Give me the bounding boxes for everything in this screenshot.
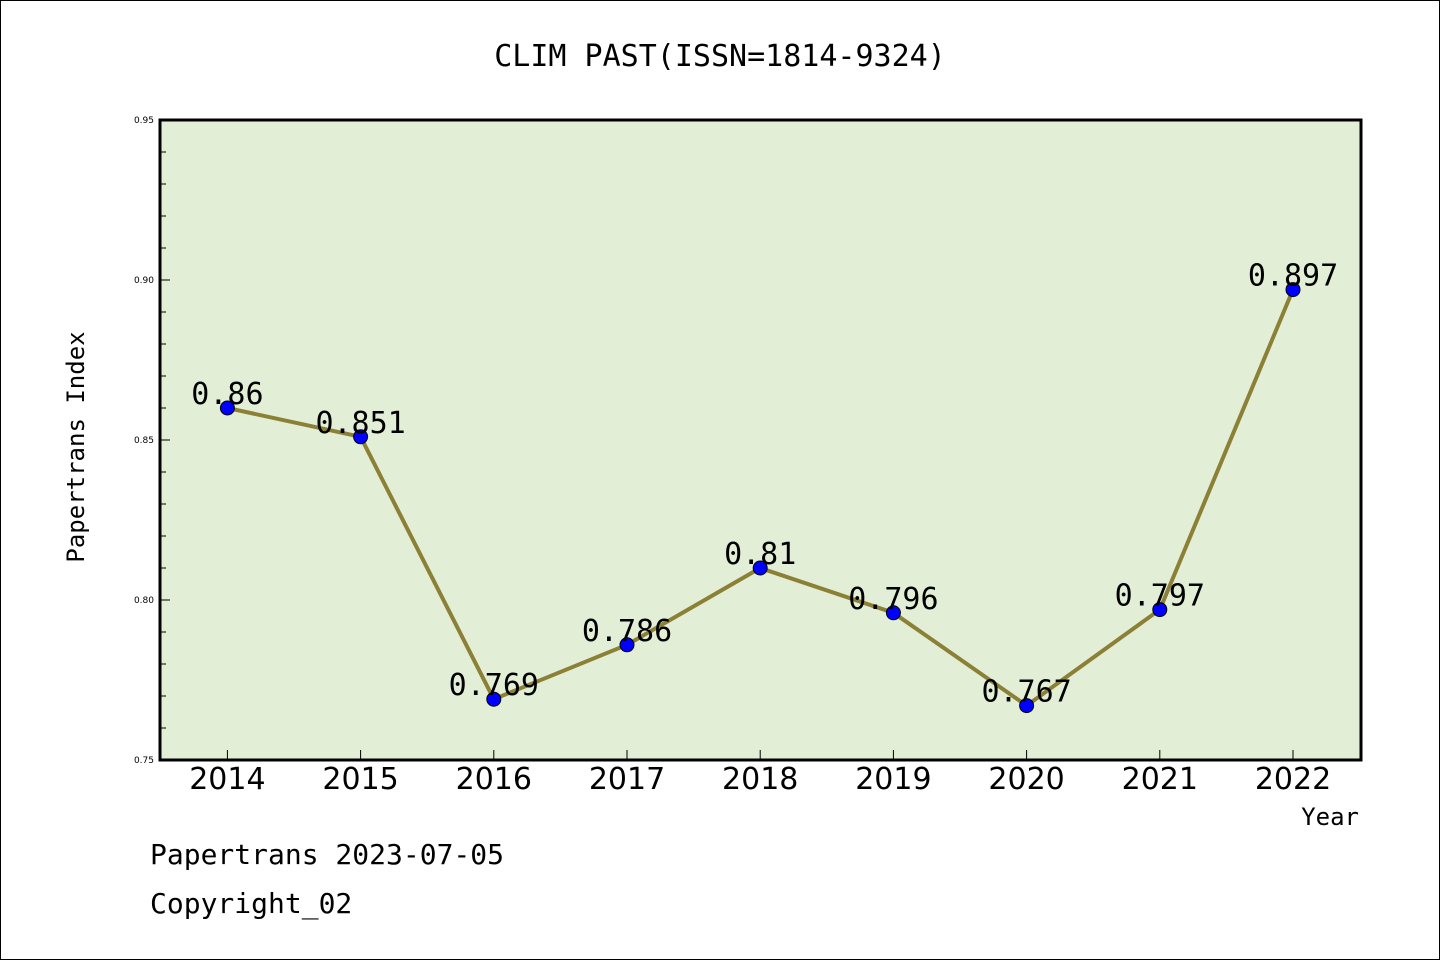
data-label: 0.897 xyxy=(1248,259,1338,294)
data-point xyxy=(885,605,901,621)
x-tick-label: 2022 xyxy=(1255,762,1331,797)
data-point xyxy=(219,400,235,416)
data-point xyxy=(353,429,369,445)
data-label: 0.81 xyxy=(724,537,796,572)
data-point xyxy=(752,560,768,576)
y-tick-label: 0.80 xyxy=(134,596,154,606)
data-point xyxy=(1152,602,1168,618)
y-tick-label: 0.90 xyxy=(134,276,154,286)
x-tick-label: 2021 xyxy=(1122,762,1198,797)
data-label: 0.767 xyxy=(981,675,1071,710)
x-tick-label: 2017 xyxy=(589,762,665,797)
data-label: 0.797 xyxy=(1115,579,1205,614)
footer-copyright: Copyright_02 xyxy=(150,887,352,921)
x-tick-label: 2014 xyxy=(189,762,265,797)
y-axis-label: Papertrans Index xyxy=(62,331,90,562)
x-tick-label: 2016 xyxy=(456,762,532,797)
data-point xyxy=(1019,698,1035,714)
footer-date: Papertrans 2023-07-05 xyxy=(150,838,504,871)
x-tick-label: 2018 xyxy=(722,762,798,797)
data-label: 0.851 xyxy=(315,406,405,441)
data-point xyxy=(1285,282,1301,298)
data-label: 0.796 xyxy=(848,582,938,617)
y-tick-label: 0.75 xyxy=(134,756,154,766)
data-label: 0.86 xyxy=(191,377,263,412)
data-point xyxy=(486,691,502,707)
x-tick-label: 2019 xyxy=(855,762,931,797)
data-points xyxy=(219,282,1301,714)
data-point xyxy=(619,637,635,653)
x-tick-label: 2020 xyxy=(988,762,1064,797)
y-axis: 0.75 0.80 0.85 0.90 0.95 xyxy=(134,116,170,766)
y-tick-label: 0.95 xyxy=(134,116,154,126)
data-label: 0.786 xyxy=(582,614,672,649)
x-tick-label: 2015 xyxy=(322,762,398,797)
chart-title: CLIM PAST(ISSN=1814-9324) xyxy=(494,39,946,74)
data-labels: 0.86 0.851 0.769 0.786 0.81 0.796 0.767 0.797 0.… xyxy=(191,259,1338,710)
x-axis: 2014 2015 2016 2017 2018 2019 2020 2021 2022 xyxy=(189,750,1331,797)
x-axis-label: Year xyxy=(1301,803,1359,831)
data-label: 0.769 xyxy=(449,668,539,703)
y-tick-label: 0.85 xyxy=(134,436,154,446)
